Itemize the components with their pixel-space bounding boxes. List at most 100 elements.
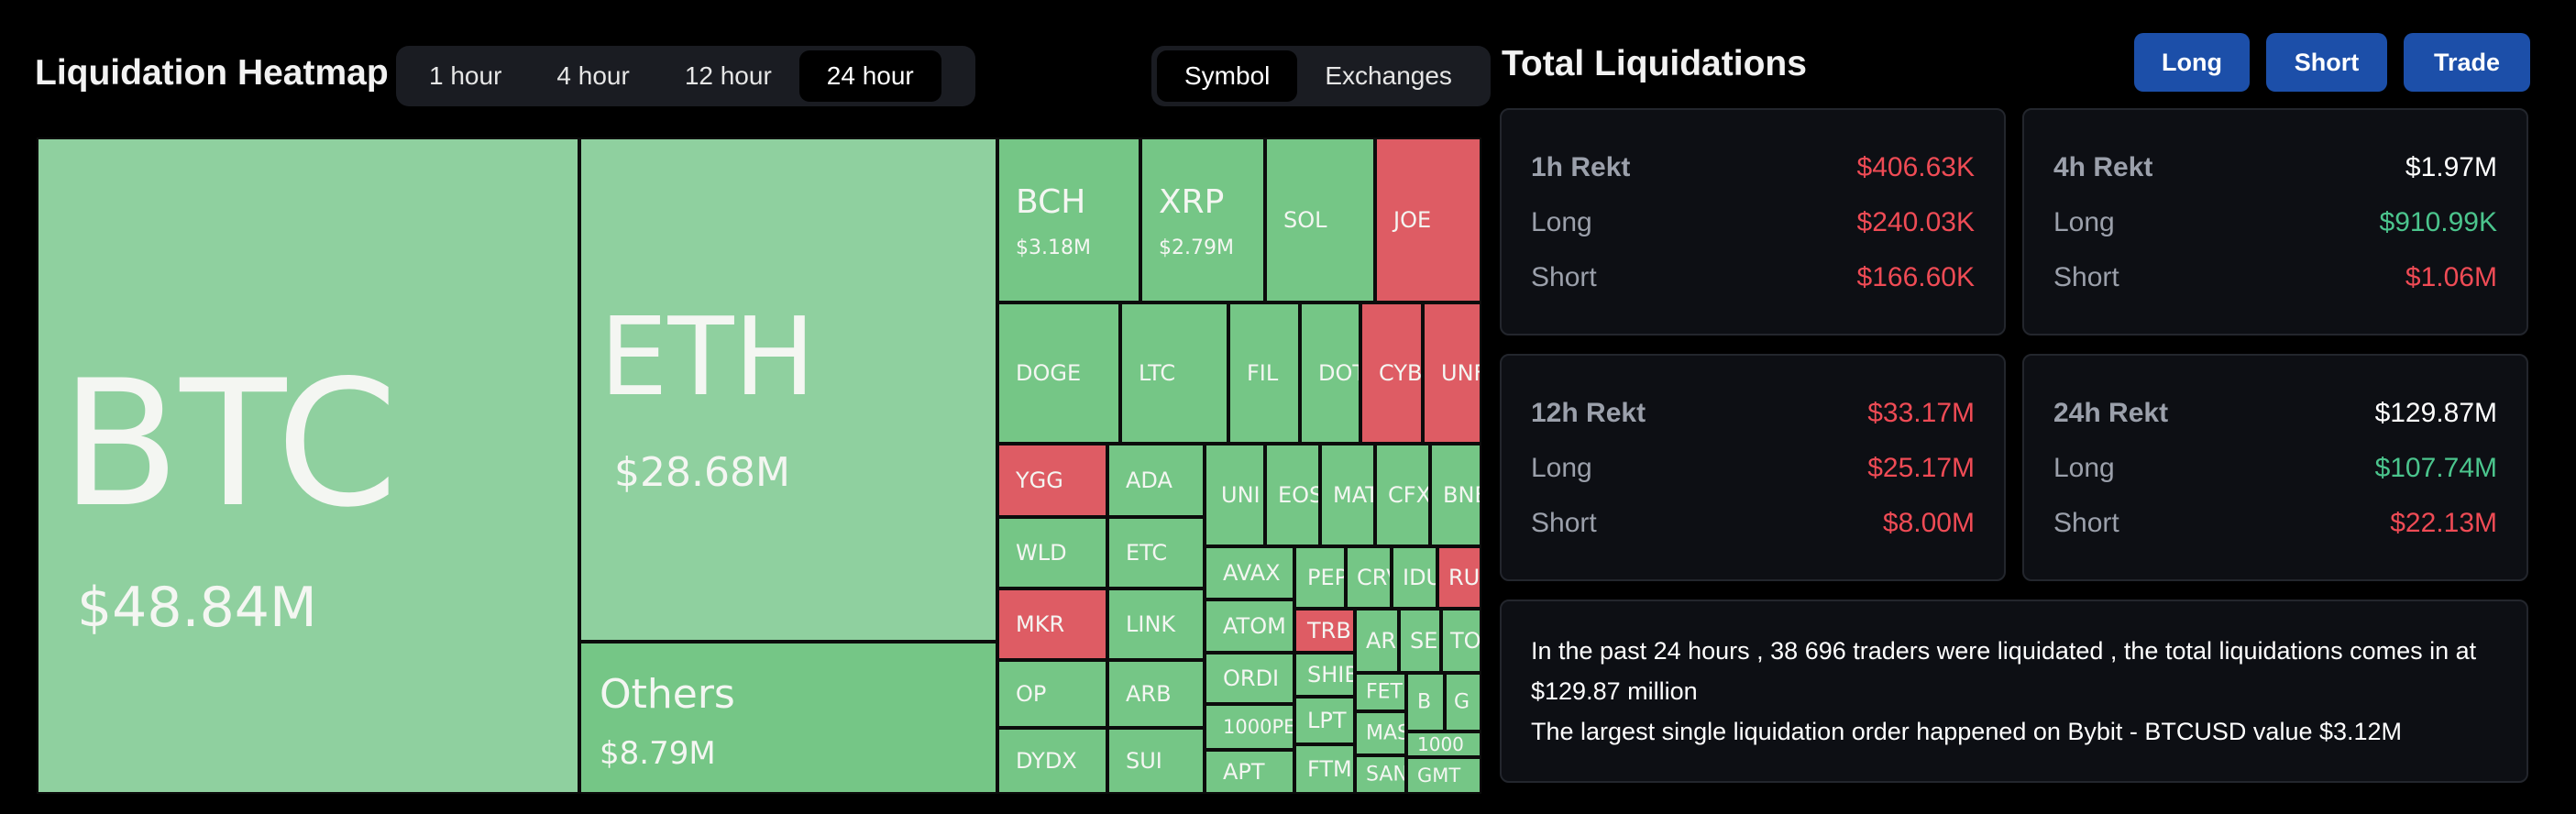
tile-link[interactable]: LINK	[1107, 588, 1205, 660]
tile-ygg[interactable]: YGG	[997, 444, 1107, 517]
tile-gmt[interactable]: GMT	[1406, 757, 1481, 794]
tile-wld[interactable]: WLD	[997, 517, 1107, 588]
tile-unf-symbol: UNF	[1441, 360, 1480, 386]
tile-apt[interactable]: APT	[1205, 750, 1294, 794]
time-range-tabs: 1 hour 4 hour 12 hour 24 hour	[396, 46, 975, 106]
tile-uni-symbol: UNI	[1221, 482, 1260, 508]
heatmap-title: Liquidation Heatmap	[35, 53, 389, 93]
tab-4-hour[interactable]: 4 hour	[556, 61, 630, 90]
tile-wld-symbol: WLD	[1016, 540, 1067, 566]
summary-line-1: In the past 24 hours , 38 696 traders we…	[1531, 637, 2477, 705]
tile-1000pepe-symbol: 1000PE	[1223, 716, 1294, 738]
trade-button[interactable]: Trade	[2404, 33, 2530, 92]
tile-op[interactable]: OP	[997, 660, 1107, 728]
card-1h-short-value: $166.60K	[1856, 262, 1975, 292]
card-24h-total: $129.87M	[2374, 398, 2497, 428]
tile-arb[interactable]: ARB	[1107, 660, 1205, 728]
tile-link-symbol: LINK	[1126, 611, 1176, 637]
tile-unf[interactable]: UNF	[1423, 302, 1481, 444]
tile-fil-symbol: FIL	[1247, 360, 1279, 386]
tile-ftm[interactable]: FTM	[1294, 744, 1355, 794]
tile-b-symbol: B	[1417, 690, 1432, 714]
card-4h-long-label: Long	[2053, 207, 2115, 237]
tab-24-hour[interactable]: 24 hour	[798, 50, 941, 102]
tile-bch[interactable]: BCH $3.18M	[997, 138, 1140, 302]
tile-mask[interactable]: MAS	[1355, 711, 1406, 755]
tile-cyb[interactable]: CYB	[1360, 302, 1423, 444]
tile-crv[interactable]: CRV	[1346, 546, 1392, 609]
card-12h-total: $33.17M	[1867, 398, 1975, 428]
tile-btc-symbol: BTC	[61, 343, 398, 545]
tile-mat[interactable]: MAT	[1320, 444, 1375, 546]
card-4h-long-value: $910.99K	[2379, 207, 2497, 237]
tile-fil[interactable]: FIL	[1228, 302, 1300, 444]
tile-sand-symbol: SAN	[1366, 763, 1406, 786]
tile-1000pepe[interactable]: 1000PE	[1205, 704, 1294, 750]
tab-symbol[interactable]: Symbol	[1157, 50, 1298, 102]
tile-run[interactable]: RUN	[1437, 546, 1481, 609]
tile-joe[interactable]: JOE	[1375, 138, 1481, 302]
tile-eos[interactable]: EOS	[1265, 444, 1320, 546]
tile-avax[interactable]: AVAX	[1205, 546, 1294, 600]
tile-idu[interactable]: IDU	[1392, 546, 1437, 609]
summary-line-2: The largest single liquidation order hap…	[1531, 718, 2403, 745]
tile-ada[interactable]: ADA	[1107, 444, 1205, 517]
view-mode-tabs: Symbol Exchanges	[1151, 46, 1491, 106]
tile-sui[interactable]: SUI	[1107, 728, 1205, 794]
tile-joe-symbol: JOE	[1393, 207, 1432, 233]
long-button[interactable]: Long	[2134, 33, 2250, 92]
tile-ada-symbol: ADA	[1126, 468, 1172, 493]
tile-others[interactable]: Others $8.79M	[579, 642, 997, 794]
tile-pep-symbol: PEP	[1307, 565, 1346, 590]
tile-shib-symbol: SHIB	[1307, 662, 1355, 688]
tile-xrp[interactable]: XRP $2.79M	[1140, 138, 1265, 302]
tile-ton[interactable]: TON	[1441, 609, 1481, 673]
card-1h-short-label: Short	[1531, 262, 1597, 292]
tab-1-hour[interactable]: 1 hour	[429, 61, 502, 90]
tile-dot-symbol: DOT	[1318, 360, 1359, 386]
tile-fet[interactable]: FET	[1355, 673, 1406, 711]
card-4h-short-value: $1.06M	[2405, 262, 2497, 292]
tile-pep[interactable]: PEP	[1294, 546, 1346, 609]
tile-btc-value: $48.84M	[77, 576, 317, 640]
card-4h-total: $1.97M	[2405, 152, 2497, 182]
tile-bch-symbol: BCH	[1016, 183, 1086, 221]
tile-shib[interactable]: SHIB	[1294, 653, 1355, 697]
tile-eth[interactable]: ETH $28.68M	[579, 138, 997, 642]
tile-eth-symbol: ETH	[600, 293, 816, 420]
tile-ar[interactable]: AR	[1355, 609, 1399, 673]
tile-ordi-symbol: ORDI	[1223, 666, 1280, 691]
tile-trb[interactable]: TRB	[1294, 609, 1355, 653]
tile-1000-symbol: 1000	[1417, 733, 1464, 755]
liquidation-treemap: BTC $48.84M ETH $28.68M Others $8.79M BC…	[37, 138, 1481, 794]
tile-etc[interactable]: ETC	[1107, 517, 1205, 588]
tile-sui-symbol: SUI	[1126, 748, 1162, 774]
tile-run-symbol: RUN	[1448, 565, 1481, 590]
tile-uni[interactable]: UNI	[1205, 444, 1265, 546]
tile-mat-symbol: MAT	[1333, 482, 1375, 508]
tile-sand[interactable]: SAN	[1355, 755, 1406, 794]
short-button[interactable]: Short	[2266, 33, 2387, 92]
tile-mkr[interactable]: MKR	[997, 588, 1107, 660]
tile-doge[interactable]: DOGE	[997, 302, 1120, 444]
tab-12-hour[interactable]: 12 hour	[684, 61, 772, 90]
tile-dydx[interactable]: DYDX	[997, 728, 1107, 794]
card-24h-long-value: $107.74M	[2374, 453, 2497, 483]
tile-bnb[interactable]: BNB	[1430, 444, 1481, 546]
tile-b[interactable]: B	[1406, 673, 1445, 732]
tile-atom[interactable]: ATOM	[1205, 600, 1294, 653]
tile-lpt[interactable]: LPT	[1294, 697, 1355, 744]
tile-g[interactable]: G	[1445, 673, 1481, 732]
tile-sol[interactable]: SOL	[1265, 138, 1375, 302]
tile-ltc[interactable]: LTC	[1120, 302, 1228, 444]
tile-cfx[interactable]: CFX	[1375, 444, 1430, 546]
tile-ordi[interactable]: ORDI	[1205, 653, 1294, 704]
tile-dot[interactable]: DOT	[1300, 302, 1360, 444]
tile-btc[interactable]: BTC $48.84M	[37, 138, 579, 794]
tab-exchanges[interactable]: Exchanges	[1325, 61, 1452, 90]
tile-sei[interactable]: SEI	[1399, 609, 1441, 673]
tile-1000[interactable]: 1000	[1406, 732, 1481, 757]
tile-crv-symbol: CRV	[1357, 565, 1390, 590]
card-4h-short-label: Short	[2053, 262, 2119, 292]
card-12h-title: 12h Rekt	[1531, 398, 1646, 428]
